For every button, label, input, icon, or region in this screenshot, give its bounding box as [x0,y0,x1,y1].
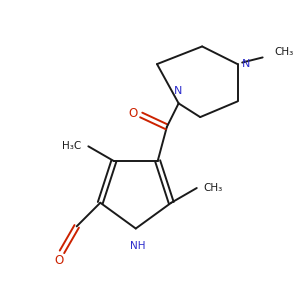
Text: NH: NH [130,241,146,251]
Text: N: N [174,86,182,96]
Text: CH₃: CH₃ [204,183,223,193]
Text: N: N [242,59,250,69]
Text: H₃C: H₃C [62,141,81,151]
Text: CH₃: CH₃ [274,47,294,57]
Text: O: O [54,254,64,267]
Text: O: O [129,106,138,119]
